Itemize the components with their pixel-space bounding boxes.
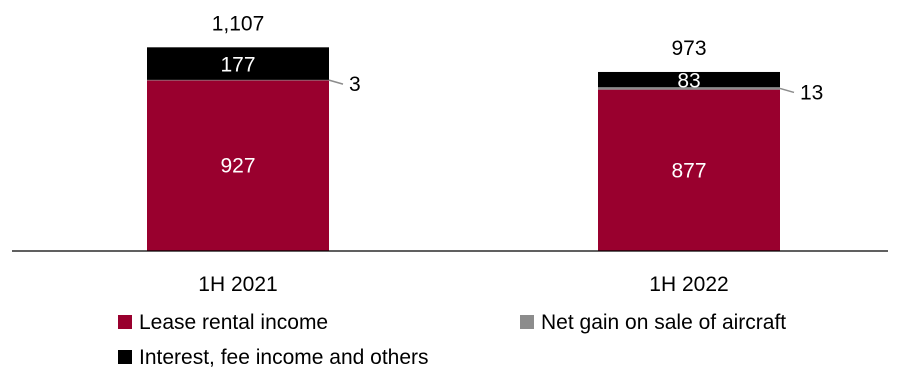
x-tick-label-1h-2021: 1H 2021 bbox=[198, 273, 277, 296]
legend-item-net-gain-on-sale: Net gain on sale of aircraft bbox=[520, 311, 786, 334]
x-tick-label-1h-2022: 1H 2022 bbox=[649, 273, 728, 296]
bar-segment-interest-fee-income-and-others-1h-2021 bbox=[147, 47, 329, 80]
bar-segment-net-gain-on-sale-of-aircraft-1h-2022 bbox=[598, 87, 780, 90]
callout-line-net-gain-1h-2021 bbox=[328, 79, 344, 85]
total-label-1h-2021: 1,107 bbox=[212, 12, 265, 35]
legend-item-interest-fee-income: Interest, fee income and others bbox=[118, 346, 429, 369]
bars-layer bbox=[147, 47, 780, 251]
data-label-lease-rental-income-1h-2021: 927 bbox=[220, 155, 255, 178]
data-label-net-gain-1h-2022: 13 bbox=[800, 81, 823, 104]
legend-item-lease-rental-income: Lease rental income bbox=[118, 311, 328, 334]
bar-segment-net-gain-on-sale-of-aircraft-1h-2021 bbox=[147, 79, 329, 81]
callout-line-net-gain-1h-2022 bbox=[779, 87, 795, 94]
data-label-interest-fee-income-1h-2022: 83 bbox=[677, 70, 700, 93]
legend-swatch-lease-rental-income bbox=[118, 315, 132, 329]
bar-segment-lease-rental-income-1h-2021 bbox=[147, 80, 329, 251]
data-label-interest-fee-income-1h-2021: 177 bbox=[220, 54, 255, 77]
legend-swatch-interest-fee-income bbox=[118, 350, 132, 364]
total-label-1h-2022: 973 bbox=[671, 37, 706, 60]
legend-label-lease-rental-income: Lease rental income bbox=[139, 311, 328, 334]
callouts-layer bbox=[328, 79, 795, 94]
data-label-net-gain-1h-2021: 3 bbox=[349, 73, 361, 96]
bar-segment-interest-fee-income-and-others-1h-2022 bbox=[598, 71, 780, 88]
legend-label-interest-fee-income: Interest, fee income and others bbox=[139, 346, 429, 369]
labels-layer: 927 177 3 1,107 877 83 13 973 bbox=[212, 12, 824, 182]
data-label-lease-rental-income-1h-2022: 877 bbox=[671, 159, 706, 182]
legend-swatch-net-gain-on-sale bbox=[520, 315, 534, 329]
legend: Lease rental income Net gain on sale of … bbox=[118, 311, 786, 369]
legend-label-net-gain-on-sale: Net gain on sale of aircraft bbox=[541, 311, 786, 334]
bar-segment-lease-rental-income-1h-2022 bbox=[598, 89, 780, 251]
